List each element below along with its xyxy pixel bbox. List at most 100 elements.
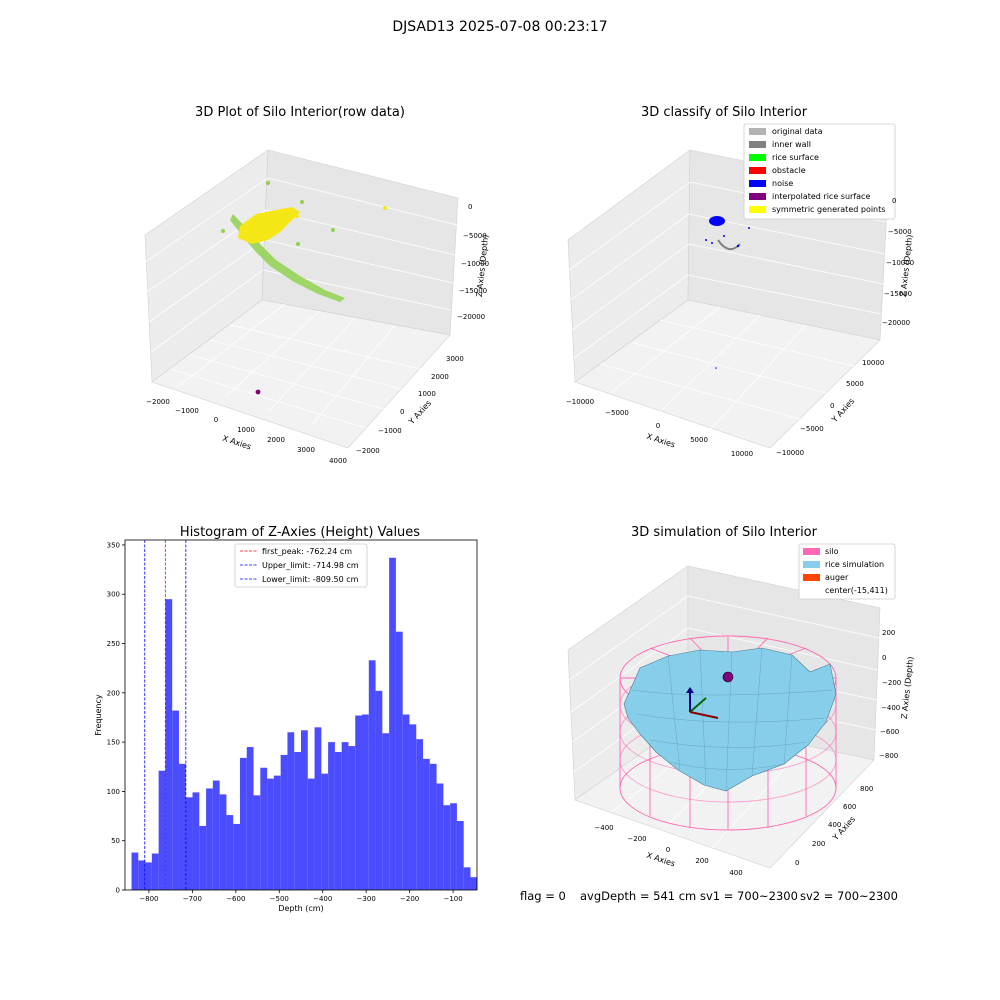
panel4-ytick: 600 [843, 803, 856, 811]
panel2-ztick: −10000 [886, 259, 914, 267]
legend-label: first_peak: -762.24 cm [262, 547, 352, 556]
histogram-xlabel: Depth (cm) [278, 904, 323, 913]
panel1-ytick: 1000 [418, 390, 436, 398]
histogram-bar [382, 733, 390, 890]
panel1-xlabel: X Axies [221, 434, 252, 452]
panel4-ytick: 0 [795, 859, 799, 867]
auger-axis-z-head [686, 687, 694, 693]
legend-label: noise [772, 179, 793, 188]
histogram-ytick-label: 200 [107, 689, 120, 697]
histogram-xtick-label: −100 [443, 895, 462, 903]
histogram-xtick-label: −700 [183, 895, 202, 903]
panel2-z-ticks: 0 −5000 −10000 −15000 −20000 [882, 197, 914, 327]
histogram-xtick-label: −500 [270, 895, 289, 903]
panel1-ytick: 2000 [431, 373, 449, 381]
panel2-xtick: −10000 [566, 398, 594, 406]
panel4-z-ticks: 200 0 −200 −400 −600 −800 [879, 629, 901, 760]
legend-swatch [749, 141, 766, 148]
histogram-ytick-label: 0 [116, 887, 120, 895]
panel4-legend: silo rice simulation auger center(-15,41… [798, 543, 896, 600]
histogram-ytick-label: 100 [107, 788, 120, 796]
panel2-noise-point [705, 239, 707, 241]
legend-label: auger [825, 573, 849, 582]
histogram-bar [470, 877, 478, 890]
panel2-xtick: 10000 [731, 450, 753, 458]
histogram-bar [239, 757, 247, 890]
histogram-ytick-label: 350 [107, 541, 120, 549]
panel2-noise-point [711, 242, 713, 244]
panel2-grid [568, 181, 888, 431]
histogram-bar [334, 751, 342, 890]
figure-suptitle: DJSAD13 2025-07-08 00:23:17 [392, 19, 607, 35]
panel4-xtick: 200 [695, 857, 708, 865]
panel4-ytick: 200 [812, 840, 825, 848]
panel1-green-point [221, 229, 225, 233]
histogram-bar [375, 690, 383, 890]
histogram-bar [206, 788, 213, 890]
panel1-ylabel: Y Axies [406, 399, 433, 427]
histogram-bar [246, 747, 254, 890]
panel-classify-3d: 3D classify of Silo Interior [566, 105, 914, 458]
panel2-x-ticks: −10000 −5000 0 5000 10000 [566, 398, 753, 458]
panel1-ytick: 0 [400, 408, 404, 416]
panel2-noise-point [736, 244, 740, 248]
panel2-ztick: −20000 [882, 319, 910, 327]
legend-swatch [749, 193, 766, 200]
histogram-bar [402, 714, 410, 890]
histogram-bar [280, 754, 288, 890]
histogram-legend: first_peak: -762.24 cm Upper_limit: -714… [234, 543, 368, 588]
histogram-bar [348, 746, 356, 890]
panel2-xtick: −5000 [605, 409, 629, 417]
histogram-bar [287, 732, 295, 890]
histogram-xtick-label: −800 [139, 895, 158, 903]
panel1-xtick: 2000 [267, 436, 285, 444]
panel2-title: 3D classify of Silo Interior [641, 105, 808, 120]
histogram-xtick-label: −400 [313, 895, 332, 903]
panel2-xtick: 0 [656, 422, 660, 430]
histogram-bar [260, 767, 268, 890]
histogram-bar [199, 825, 207, 890]
histogram-bar [450, 803, 457, 890]
status-line: flag = 0 avgDepth = 541 cm sv1 = 700~230… [520, 889, 898, 903]
panel2-ztick: 0 [892, 197, 896, 205]
panel1-green-point [331, 228, 335, 232]
panel4-xtick: 0 [666, 846, 670, 854]
histogram-bar [395, 631, 403, 890]
legend-label: center(-15,411) [825, 586, 888, 595]
panel4-ztick: 200 [882, 629, 895, 637]
panel1-ztick: −15000 [459, 287, 487, 295]
histogram-bar [212, 780, 220, 890]
histogram-y-ticks: 0 50 100 150 200 250 300 350 [107, 541, 125, 895]
histogram-frame [124, 539, 478, 891]
panel2-noise-point [715, 367, 717, 369]
panel4-ytick: 400 [828, 821, 841, 829]
histogram-bar [267, 778, 274, 890]
panel1-ytick: −2000 [356, 447, 380, 455]
histogram-bar [307, 778, 315, 890]
panel1-yellow-cluster [238, 207, 300, 244]
panel1-ztick: 0 [468, 203, 472, 211]
panel3-title: Histogram of Z-Axies (Height) Values [180, 525, 420, 540]
panel4-x-ticks: −400 −200 0 200 400 [594, 824, 742, 877]
histogram-xtick-label: −600 [226, 895, 245, 903]
panel2-points [705, 216, 750, 369]
panel4-xtick: 400 [729, 869, 742, 877]
panel1-points-green [221, 181, 345, 302]
panel1-ytick: 3000 [446, 355, 464, 363]
histogram-x-ticks: −800 −700 −600 −500 −400 −300 −200 −100 [139, 890, 463, 903]
panel2-noise-cluster [709, 216, 725, 226]
panel1-points-yellow [238, 206, 387, 244]
histogram-ytick-label: 300 [107, 591, 120, 599]
panel4-y-ticks: 0 200 400 600 800 [795, 785, 873, 867]
panel4-ztick: −200 [882, 679, 901, 687]
panel1-yellow-point [295, 214, 299, 218]
status-avg-depth: avgDepth = 541 cm [580, 889, 696, 903]
panel4-xtick: −400 [594, 824, 613, 832]
center-marker [722, 671, 734, 683]
panel2-legend-frame [743, 123, 896, 220]
panel1-y-ticks: −2000 −1000 0 1000 2000 3000 [356, 355, 464, 455]
histogram-ytick-label: 150 [107, 739, 120, 747]
legend-label: silo [825, 547, 839, 556]
panel1-floor [151, 299, 451, 449]
histogram-bar [409, 724, 417, 890]
